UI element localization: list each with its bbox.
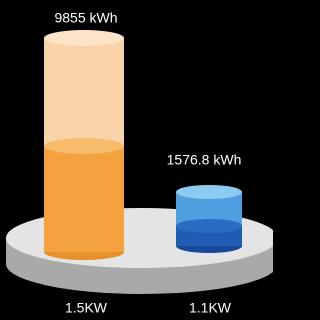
cylinder-fill-top — [44, 138, 124, 154]
power-label: 1.1KW — [189, 300, 232, 316]
cylinder-2 — [176, 185, 242, 253]
page: 9855 kWh 1576.8 kWh 1.5KW 1.1KW (() => {… — [0, 0, 320, 320]
energy-label: 9855 kWh — [54, 10, 117, 26]
power-label: 1.5KW — [65, 300, 108, 316]
energy-widget: 9855 kWh 1576.8 kWh 1.5KW 1.1KW — [0, 0, 273, 320]
cylinder-top — [44, 30, 124, 46]
cylinder-fill-top — [176, 219, 242, 233]
cylinder-top — [176, 185, 242, 199]
cylinder-1 — [44, 30, 124, 260]
cylinder-empty — [44, 38, 124, 146]
energy-label: 1576.8 kWh — [167, 152, 242, 168]
cylinder-fill — [44, 146, 124, 252]
